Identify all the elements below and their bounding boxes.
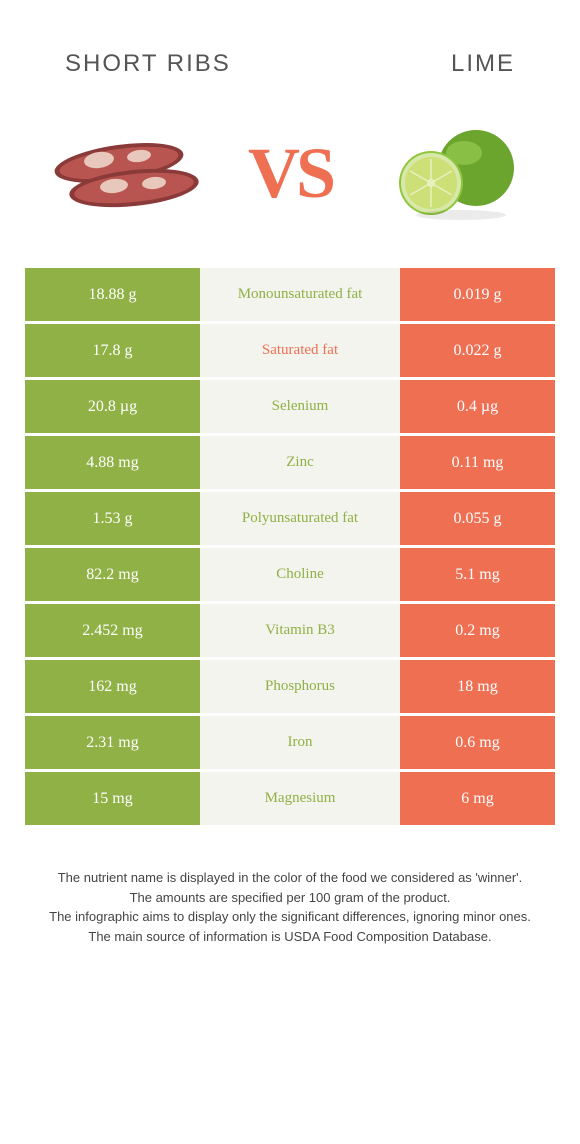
right-value-cell: 0.2 mg <box>400 604 555 660</box>
right-value-cell: 0.6 mg <box>400 716 555 772</box>
nutrient-name-cell: Saturated fat <box>200 324 400 380</box>
footer-line: The amounts are specified per 100 gram o… <box>30 888 550 908</box>
footer-line: The infographic aims to display only the… <box>30 907 550 927</box>
left-value-cell: 1.53 g <box>25 492 200 548</box>
lime-icon <box>371 118 531 228</box>
left-value-cell: 4.88 mg <box>25 436 200 492</box>
left-value-cell: 17.8 g <box>25 324 200 380</box>
left-value-cell: 162 mg <box>25 660 200 716</box>
nutrient-table: 18.88 gMonounsaturated fat0.019 g17.8 gS… <box>25 268 555 828</box>
table-row: 2.452 mgVitamin B30.2 mg <box>25 604 555 660</box>
footer-notes: The nutrient name is displayed in the co… <box>0 828 580 946</box>
table-row: 162 mgPhosphorus18 mg <box>25 660 555 716</box>
right-value-cell: 0.019 g <box>400 268 555 324</box>
left-value-cell: 2.31 mg <box>25 716 200 772</box>
right-value-cell: 0.11 mg <box>400 436 555 492</box>
nutrient-name-cell: Phosphorus <box>200 660 400 716</box>
footer-line: The main source of information is USDA F… <box>30 927 550 947</box>
table-row: 82.2 mgCholine5.1 mg <box>25 548 555 604</box>
right-value-cell: 18 mg <box>400 660 555 716</box>
table-row: 4.88 mgZinc0.11 mg <box>25 436 555 492</box>
header: SHORT RIBS LIME <box>0 0 580 98</box>
left-value-cell: 15 mg <box>25 772 200 828</box>
nutrient-name-cell: Selenium <box>200 380 400 436</box>
left-value-cell: 18.88 g <box>25 268 200 324</box>
right-value-cell: 0.4 µg <box>400 380 555 436</box>
nutrient-name-cell: Vitamin B3 <box>200 604 400 660</box>
nutrient-name-cell: Iron <box>200 716 400 772</box>
images-row: VS <box>0 98 580 268</box>
short-ribs-icon <box>49 118 209 228</box>
right-value-cell: 5.1 mg <box>400 548 555 604</box>
table-row: 15 mgMagnesium6 mg <box>25 772 555 828</box>
nutrient-name-cell: Magnesium <box>200 772 400 828</box>
left-value-cell: 20.8 µg <box>25 380 200 436</box>
nutrient-name-cell: Zinc <box>200 436 400 492</box>
vs-text: VS <box>248 132 332 215</box>
table-row: 2.31 mgIron0.6 mg <box>25 716 555 772</box>
right-food-title: LIME <box>451 50 515 78</box>
footer-line: The nutrient name is displayed in the co… <box>30 868 550 888</box>
nutrient-name-cell: Polyunsaturated fat <box>200 492 400 548</box>
left-value-cell: 82.2 mg <box>25 548 200 604</box>
right-value-cell: 0.055 g <box>400 492 555 548</box>
nutrient-name-cell: Monounsaturated fat <box>200 268 400 324</box>
nutrient-name-cell: Choline <box>200 548 400 604</box>
right-value-cell: 0.022 g <box>400 324 555 380</box>
table-row: 18.88 gMonounsaturated fat0.019 g <box>25 268 555 324</box>
left-value-cell: 2.452 mg <box>25 604 200 660</box>
table-row: 20.8 µgSelenium0.4 µg <box>25 380 555 436</box>
table-row: 1.53 gPolyunsaturated fat0.055 g <box>25 492 555 548</box>
table-row: 17.8 gSaturated fat0.022 g <box>25 324 555 380</box>
right-value-cell: 6 mg <box>400 772 555 828</box>
left-food-title: SHORT RIBS <box>65 50 231 78</box>
